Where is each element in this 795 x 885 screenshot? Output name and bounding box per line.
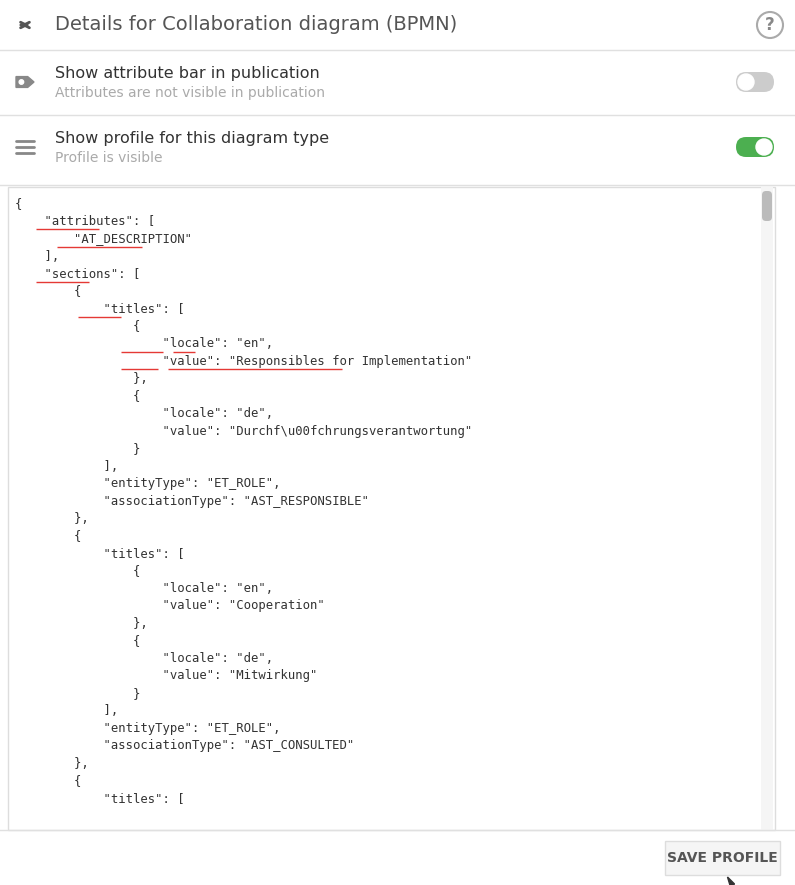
Text: {: { bbox=[15, 389, 141, 403]
Text: "AT_DESCRIPTION": "AT_DESCRIPTION" bbox=[15, 232, 192, 245]
Text: "locale": "en",: "locale": "en", bbox=[15, 337, 273, 350]
FancyBboxPatch shape bbox=[665, 841, 780, 875]
FancyBboxPatch shape bbox=[736, 72, 774, 92]
Text: {: { bbox=[15, 319, 141, 333]
Polygon shape bbox=[16, 77, 34, 88]
Circle shape bbox=[756, 139, 772, 155]
Text: "locale": "de",: "locale": "de", bbox=[15, 407, 273, 420]
Text: ],: ], bbox=[15, 250, 60, 263]
Text: ],: ], bbox=[15, 459, 118, 473]
Text: {: { bbox=[15, 197, 22, 210]
Text: {: { bbox=[15, 284, 81, 297]
Text: "value": "Cooperation": "value": "Cooperation" bbox=[15, 599, 324, 612]
Text: "titles": [: "titles": [ bbox=[15, 302, 184, 315]
Text: ],: ], bbox=[15, 704, 118, 718]
Text: {: { bbox=[15, 774, 81, 788]
Text: {: { bbox=[15, 565, 141, 578]
FancyBboxPatch shape bbox=[762, 191, 772, 221]
Text: "locale": "en",: "locale": "en", bbox=[15, 582, 273, 595]
Text: "value": "Responsibles for Implementation": "value": "Responsibles for Implementatio… bbox=[15, 355, 472, 367]
Text: "titles": [: "titles": [ bbox=[15, 792, 184, 805]
FancyBboxPatch shape bbox=[736, 137, 774, 157]
Text: ?: ? bbox=[765, 16, 775, 34]
Polygon shape bbox=[727, 877, 735, 885]
Text: "entityType": "ET_ROLE",: "entityType": "ET_ROLE", bbox=[15, 722, 281, 735]
Text: },: }, bbox=[15, 372, 148, 385]
Text: Profile is visible: Profile is visible bbox=[55, 151, 162, 165]
Text: },: }, bbox=[15, 757, 89, 770]
Text: SAVE PROFILE: SAVE PROFILE bbox=[667, 851, 778, 865]
Text: "associationType": "AST_RESPONSIBLE": "associationType": "AST_RESPONSIBLE" bbox=[15, 495, 369, 507]
FancyBboxPatch shape bbox=[761, 187, 773, 830]
Circle shape bbox=[738, 74, 754, 90]
Text: Show profile for this diagram type: Show profile for this diagram type bbox=[55, 131, 329, 146]
Text: "entityType": "ET_ROLE",: "entityType": "ET_ROLE", bbox=[15, 477, 281, 490]
Text: Details for Collaboration diagram (BPMN): Details for Collaboration diagram (BPMN) bbox=[55, 16, 457, 35]
Text: }: } bbox=[15, 442, 141, 455]
Text: }: } bbox=[15, 687, 141, 700]
Text: {: { bbox=[15, 529, 81, 543]
Circle shape bbox=[19, 80, 24, 84]
FancyBboxPatch shape bbox=[8, 187, 775, 830]
Text: Show attribute bar in publication: Show attribute bar in publication bbox=[55, 66, 320, 81]
Text: "sections": [: "sections": [ bbox=[15, 267, 141, 280]
Text: },: }, bbox=[15, 512, 89, 525]
Text: Attributes are not visible in publication: Attributes are not visible in publicatio… bbox=[55, 86, 325, 100]
Text: {: { bbox=[15, 635, 141, 648]
Text: "titles": [: "titles": [ bbox=[15, 547, 184, 560]
Text: "value": "Durchf\u00fchrungsverantwortung": "value": "Durchf\u00fchrungsverantwortun… bbox=[15, 425, 472, 437]
Text: "attributes": [: "attributes": [ bbox=[15, 214, 155, 227]
Text: },: }, bbox=[15, 617, 148, 630]
Text: "locale": "de",: "locale": "de", bbox=[15, 652, 273, 665]
Text: "associationType": "AST_CONSULTED": "associationType": "AST_CONSULTED" bbox=[15, 740, 355, 752]
Text: "value": "Mitwirkung": "value": "Mitwirkung" bbox=[15, 669, 317, 682]
